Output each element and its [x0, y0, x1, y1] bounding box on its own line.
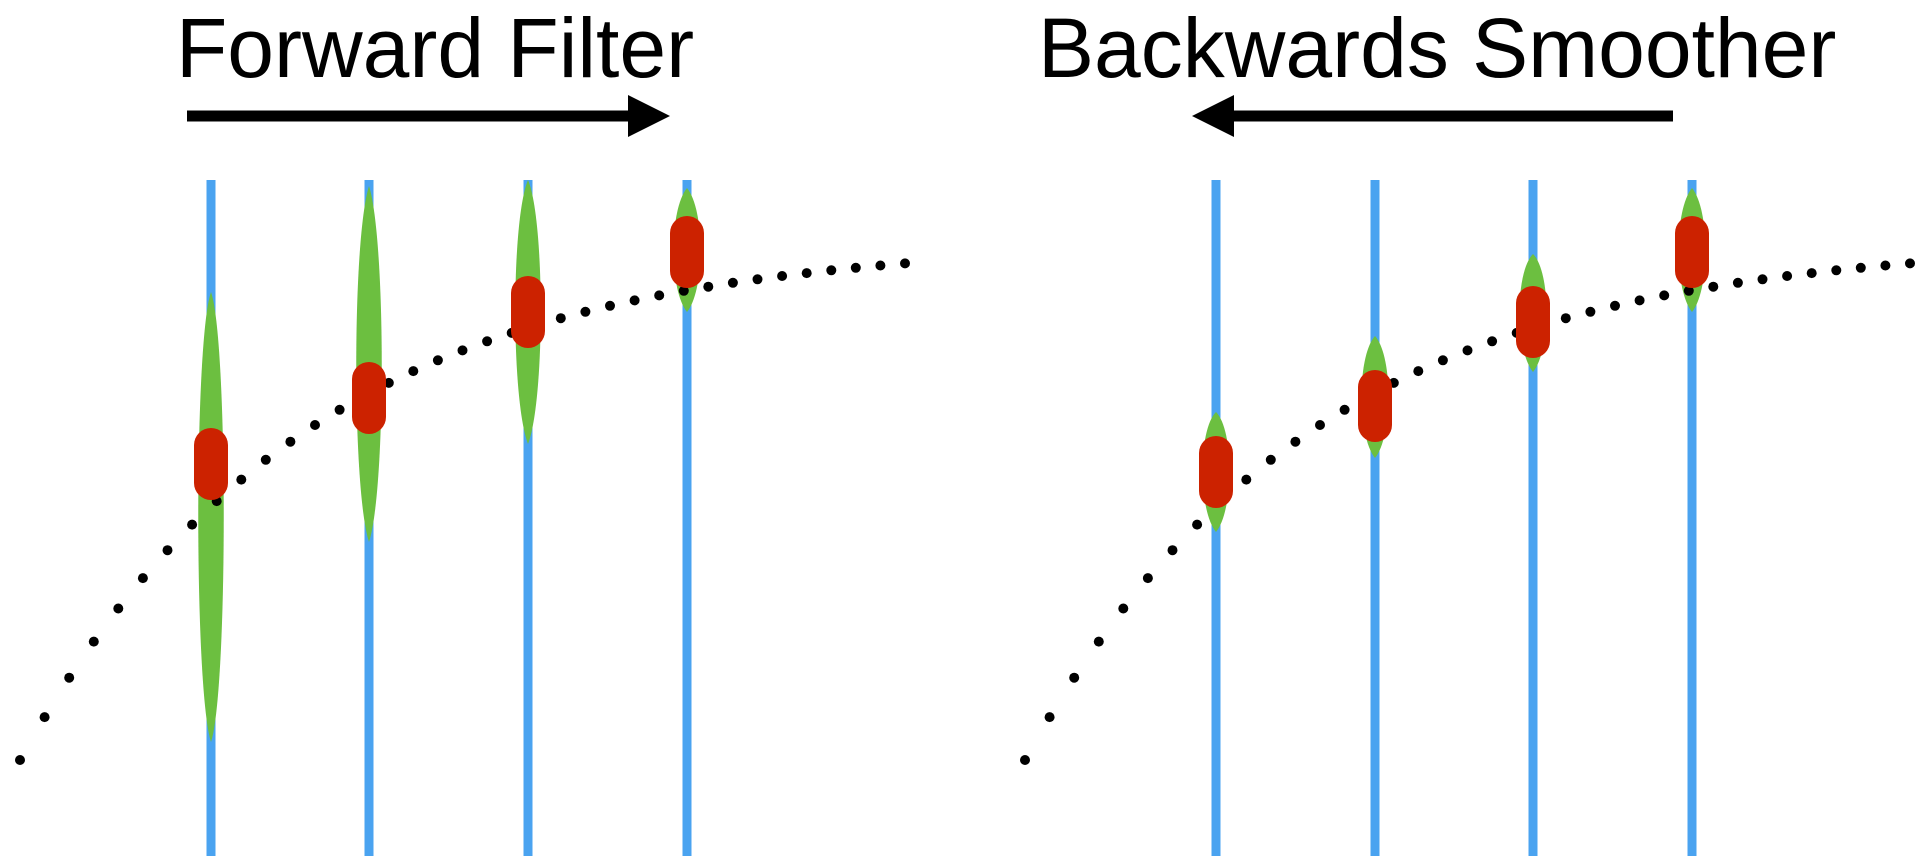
forward-filter-title: Forward Filter	[176, 1, 695, 95]
trajectory-dot	[1732, 277, 1743, 288]
trajectory-dot	[1315, 420, 1325, 430]
trajectory-dot	[432, 355, 443, 366]
backward-arrow	[1192, 95, 1673, 137]
trajectory-dot	[1560, 313, 1571, 324]
left-estimate-3	[511, 276, 545, 348]
backward-arrow-head	[1192, 95, 1234, 137]
right-estimate-1	[1199, 436, 1233, 508]
trajectory-dot	[383, 377, 394, 388]
trajectory-dot	[850, 262, 861, 273]
left-uncertainty-1	[198, 292, 224, 742]
trajectory-dot	[113, 603, 124, 614]
trajectory-dot	[1339, 404, 1350, 415]
trajectory-dot	[310, 420, 320, 430]
trajectory-dot	[727, 277, 738, 288]
trajectory-dot	[777, 271, 788, 281]
trajectory-dot	[1118, 603, 1129, 614]
right-uncertainty	[1202, 188, 1706, 532]
trajectory-dot	[703, 281, 714, 292]
trajectory-dot	[1905, 258, 1915, 269]
trajectory-dot	[1806, 268, 1817, 279]
trajectory-dot	[236, 474, 247, 485]
trajectory-dot	[260, 454, 271, 465]
trajectory-dot	[580, 306, 591, 317]
trajectory-dot	[605, 300, 615, 311]
right-estimate-4	[1675, 216, 1709, 288]
trajectory-dot	[654, 290, 665, 301]
trajectory-dot	[457, 345, 468, 356]
trajectory-dot	[1142, 573, 1153, 584]
trajectory-dot	[555, 313, 566, 324]
forward-arrow-head	[628, 95, 670, 137]
trajectory-dot	[826, 265, 837, 276]
trajectory-dot	[1634, 295, 1645, 306]
trajectory-dot	[1265, 454, 1276, 465]
trajectory-dot	[1044, 712, 1055, 723]
trajectory-dot	[1757, 274, 1768, 285]
trajectory-dot	[162, 545, 173, 556]
trajectory-dot	[1192, 519, 1203, 530]
trajectory-dot	[1462, 345, 1473, 356]
trajectory-dot	[629, 295, 640, 306]
trajectory-dot	[900, 258, 910, 269]
forward-arrow	[187, 95, 670, 137]
trajectory-dot	[334, 404, 345, 415]
trajectory-dot	[1610, 300, 1620, 311]
trajectory-dot	[39, 712, 50, 723]
trajectory-dot	[1437, 355, 1448, 366]
trajectory-dot	[1167, 545, 1178, 556]
right-time-lines	[1211, 180, 1697, 856]
right-estimate-3	[1516, 286, 1550, 358]
trajectory-dot	[1683, 285, 1694, 296]
trajectory-dot	[801, 268, 812, 279]
left-estimate-4	[670, 216, 704, 288]
trajectory-dot	[1585, 306, 1596, 317]
trajectory-dot	[752, 274, 763, 285]
trajectory-dot	[1487, 336, 1498, 347]
trajectory-dot	[187, 519, 198, 530]
right-trajectory-dots	[1020, 258, 1915, 765]
trajectory-dot	[88, 636, 99, 647]
trajectory-dot	[1831, 265, 1842, 276]
trajectory-dot	[1782, 271, 1793, 281]
trajectory-dot	[482, 336, 493, 347]
trajectory-dot	[1093, 636, 1104, 647]
trajectory-dot	[1290, 436, 1301, 447]
trajectory-dot	[1020, 755, 1030, 765]
trajectory-dot	[137, 573, 148, 584]
trajectory-dot	[408, 366, 419, 377]
left-estimates	[194, 216, 704, 500]
trajectory-dot	[678, 285, 689, 296]
left-trajectory-dots	[15, 258, 910, 765]
backwards-smoother-title: Backwards Smoother	[1038, 1, 1837, 95]
trajectory-dot	[285, 436, 296, 447]
left-estimate-1	[194, 428, 228, 500]
trajectory-dot	[1241, 474, 1252, 485]
trajectory-dot	[1855, 262, 1866, 273]
trajectory-dot	[1880, 260, 1891, 271]
trajectory-dot	[15, 755, 25, 765]
left-uncertainty	[198, 180, 701, 742]
trajectory-dot	[1413, 366, 1424, 377]
trajectory-dot	[64, 672, 75, 683]
left-time-lines	[206, 180, 692, 856]
trajectory-dot	[1659, 290, 1670, 301]
trajectory-dot	[1708, 281, 1719, 292]
right-estimate-2	[1358, 370, 1392, 442]
trajectory-dot	[1069, 672, 1080, 683]
right-estimates	[1199, 216, 1709, 508]
left-estimate-2	[352, 362, 386, 434]
trajectory-dot	[875, 260, 886, 271]
